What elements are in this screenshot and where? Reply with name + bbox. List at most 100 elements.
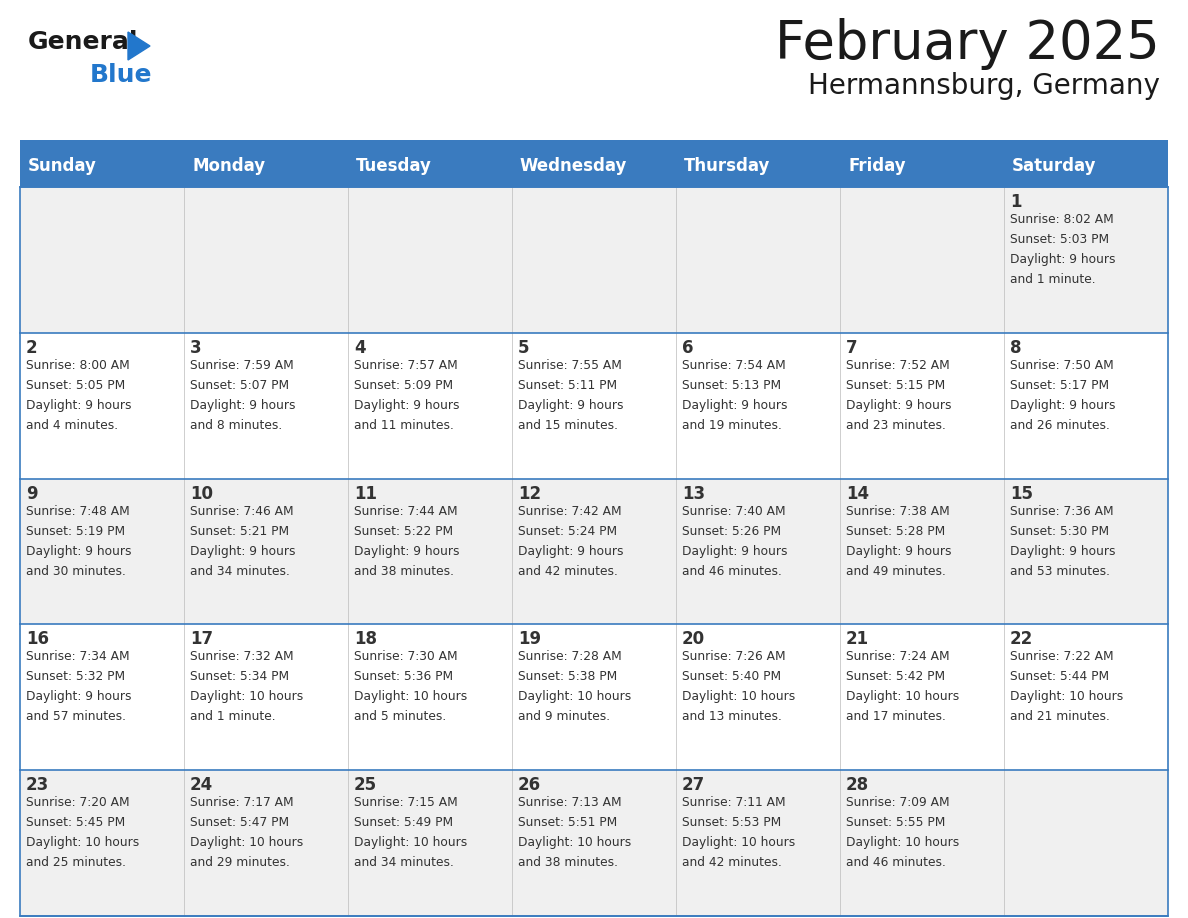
Text: Sunrise: 7:36 AM: Sunrise: 7:36 AM (1010, 505, 1113, 518)
Text: Sunset: 5:11 PM: Sunset: 5:11 PM (518, 379, 617, 392)
Text: 21: 21 (846, 631, 870, 648)
Text: Sunset: 5:51 PM: Sunset: 5:51 PM (518, 816, 618, 829)
Text: 15: 15 (1010, 485, 1034, 502)
Text: Sunrise: 7:50 AM: Sunrise: 7:50 AM (1010, 359, 1114, 372)
Text: 11: 11 (354, 485, 377, 502)
Text: 16: 16 (26, 631, 49, 648)
Text: Blue: Blue (90, 63, 152, 87)
Text: and 19 minutes.: and 19 minutes. (682, 419, 782, 431)
Text: 9: 9 (26, 485, 38, 502)
Text: and 4 minutes.: and 4 minutes. (26, 419, 118, 431)
Text: and 49 minutes.: and 49 minutes. (846, 565, 946, 577)
Text: Sunset: 5:22 PM: Sunset: 5:22 PM (354, 524, 453, 538)
Text: Sunrise: 7:57 AM: Sunrise: 7:57 AM (354, 359, 457, 372)
Text: 5: 5 (518, 339, 530, 357)
Text: Daylight: 9 hours: Daylight: 9 hours (846, 398, 952, 412)
Text: Sunset: 5:05 PM: Sunset: 5:05 PM (26, 379, 125, 392)
Text: Sunset: 5:30 PM: Sunset: 5:30 PM (1010, 524, 1110, 538)
Text: 27: 27 (682, 777, 706, 794)
Text: Sunset: 5:17 PM: Sunset: 5:17 PM (1010, 379, 1110, 392)
Text: Sunrise: 7:59 AM: Sunrise: 7:59 AM (190, 359, 293, 372)
Text: Sunset: 5:44 PM: Sunset: 5:44 PM (1010, 670, 1110, 683)
Bar (20, 140, 1168, 145)
Text: Monday: Monday (192, 157, 265, 175)
Text: Daylight: 10 hours: Daylight: 10 hours (1010, 690, 1123, 703)
Text: 26: 26 (518, 777, 541, 794)
Text: 23: 23 (26, 777, 49, 794)
Text: 6: 6 (682, 339, 694, 357)
Text: 4: 4 (354, 339, 366, 357)
Text: Daylight: 9 hours: Daylight: 9 hours (682, 398, 788, 412)
Text: 7: 7 (846, 339, 858, 357)
Text: Tuesday: Tuesday (356, 157, 432, 175)
Text: Sunrise: 8:02 AM: Sunrise: 8:02 AM (1010, 213, 1114, 226)
Text: 22: 22 (1010, 631, 1034, 648)
Text: Sunrise: 7:30 AM: Sunrise: 7:30 AM (354, 650, 457, 664)
Text: 8: 8 (1010, 339, 1022, 357)
Bar (20, 624, 1168, 770)
Text: Sunrise: 7:32 AM: Sunrise: 7:32 AM (190, 650, 293, 664)
Text: Sunset: 5:13 PM: Sunset: 5:13 PM (682, 379, 782, 392)
Bar (20, 187, 1168, 916)
Text: Saturday: Saturday (1012, 157, 1097, 175)
Text: Sunday: Sunday (29, 157, 97, 175)
Text: Sunrise: 7:24 AM: Sunrise: 7:24 AM (846, 650, 949, 664)
Text: Sunrise: 7:54 AM: Sunrise: 7:54 AM (682, 359, 785, 372)
Text: and 53 minutes.: and 53 minutes. (1010, 565, 1110, 577)
Text: 12: 12 (518, 485, 541, 502)
Text: 1: 1 (1010, 193, 1022, 211)
Text: Sunrise: 7:09 AM: Sunrise: 7:09 AM (846, 796, 949, 809)
Text: Sunset: 5:38 PM: Sunset: 5:38 PM (518, 670, 618, 683)
Text: Sunset: 5:15 PM: Sunset: 5:15 PM (846, 379, 946, 392)
Text: Sunset: 5:45 PM: Sunset: 5:45 PM (26, 816, 125, 829)
Text: General: General (29, 30, 139, 54)
Text: and 34 minutes.: and 34 minutes. (354, 856, 454, 869)
Bar (20, 333, 1168, 478)
Text: Sunset: 5:26 PM: Sunset: 5:26 PM (682, 524, 782, 538)
Text: Sunset: 5:32 PM: Sunset: 5:32 PM (26, 670, 125, 683)
Text: and 23 minutes.: and 23 minutes. (846, 419, 946, 431)
Text: Sunrise: 7:42 AM: Sunrise: 7:42 AM (518, 505, 621, 518)
Text: Sunset: 5:21 PM: Sunset: 5:21 PM (190, 524, 289, 538)
Text: Sunrise: 7:48 AM: Sunrise: 7:48 AM (26, 505, 129, 518)
Text: Daylight: 10 hours: Daylight: 10 hours (846, 836, 959, 849)
Text: and 57 minutes.: and 57 minutes. (26, 711, 126, 723)
Text: Sunset: 5:55 PM: Sunset: 5:55 PM (846, 816, 946, 829)
Text: and 13 minutes.: and 13 minutes. (682, 711, 782, 723)
Text: and 42 minutes.: and 42 minutes. (682, 856, 782, 869)
Polygon shape (128, 32, 150, 60)
Text: and 25 minutes.: and 25 minutes. (26, 856, 126, 869)
Text: Thursday: Thursday (684, 157, 770, 175)
Text: and 34 minutes.: and 34 minutes. (190, 565, 290, 577)
Text: 25: 25 (354, 777, 377, 794)
Text: February 2025: February 2025 (776, 18, 1159, 70)
Text: 10: 10 (190, 485, 213, 502)
Text: and 8 minutes.: and 8 minutes. (190, 419, 283, 431)
Text: Sunset: 5:28 PM: Sunset: 5:28 PM (846, 524, 946, 538)
Text: Sunrise: 7:55 AM: Sunrise: 7:55 AM (518, 359, 621, 372)
Text: and 30 minutes.: and 30 minutes. (26, 565, 126, 577)
Text: and 29 minutes.: and 29 minutes. (190, 856, 290, 869)
Text: Daylight: 10 hours: Daylight: 10 hours (518, 836, 631, 849)
Bar (20, 145, 1168, 187)
Text: 19: 19 (518, 631, 541, 648)
Text: Sunrise: 7:44 AM: Sunrise: 7:44 AM (354, 505, 457, 518)
Text: Sunset: 5:53 PM: Sunset: 5:53 PM (682, 816, 782, 829)
Text: 28: 28 (846, 777, 870, 794)
Text: Daylight: 10 hours: Daylight: 10 hours (354, 836, 467, 849)
Text: Sunrise: 7:13 AM: Sunrise: 7:13 AM (518, 796, 621, 809)
Text: Sunset: 5:49 PM: Sunset: 5:49 PM (354, 816, 453, 829)
Bar (20, 478, 1168, 624)
Bar (20, 770, 1168, 916)
Text: Sunrise: 7:17 AM: Sunrise: 7:17 AM (190, 796, 293, 809)
Text: and 21 minutes.: and 21 minutes. (1010, 711, 1110, 723)
Text: Sunrise: 7:38 AM: Sunrise: 7:38 AM (846, 505, 949, 518)
Text: Sunrise: 7:46 AM: Sunrise: 7:46 AM (190, 505, 293, 518)
Text: Sunrise: 8:00 AM: Sunrise: 8:00 AM (26, 359, 129, 372)
Text: Sunrise: 7:40 AM: Sunrise: 7:40 AM (682, 505, 785, 518)
Text: Sunrise: 7:26 AM: Sunrise: 7:26 AM (682, 650, 785, 664)
Text: Daylight: 9 hours: Daylight: 9 hours (354, 544, 460, 557)
Text: Wednesday: Wednesday (520, 157, 627, 175)
Text: Daylight: 9 hours: Daylight: 9 hours (354, 398, 460, 412)
Text: Sunset: 5:19 PM: Sunset: 5:19 PM (26, 524, 125, 538)
